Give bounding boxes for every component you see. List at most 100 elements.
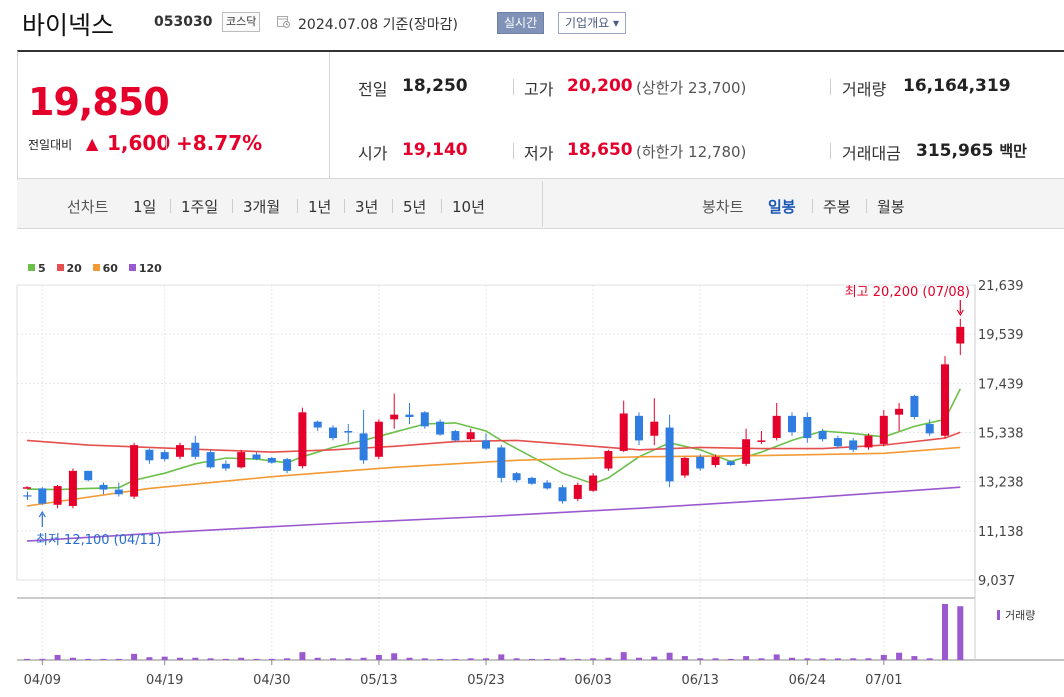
candle (956, 318, 965, 355)
current-price-panel: 19,850 전일대비 ▲ 1,600 +8.77% (18, 52, 330, 179)
divider (392, 199, 393, 213)
candle (497, 445, 506, 483)
candlesticks (23, 318, 965, 509)
price-change: 1,600 (107, 131, 171, 155)
candle (650, 398, 659, 446)
tab-candle-daily[interactable]: 일봉 (768, 198, 796, 216)
x-tick-label: 04/09 (24, 673, 61, 688)
volume-bar (284, 658, 291, 660)
company-overview-button[interactable]: 기업개요 ▾ (558, 12, 626, 34)
tab-period-3y[interactable]: 3년 (355, 198, 379, 216)
volume-bar (467, 658, 474, 660)
price-chart: 21,639 19,539 17,439 15,338 13,238 11,138 9,03… (16, 279, 1064, 688)
ma5-line (26, 388, 962, 491)
candle (788, 412, 796, 436)
ma60-line (26, 446, 961, 507)
tab-period-1d[interactable]: 1일 (133, 198, 157, 216)
volume-bar (926, 658, 933, 660)
candle (313, 420, 322, 432)
chart-tab-bar: 선차트 1일 1주일 3개월 1년 3년 5년 10년 봉차트 일봉 주봉 월봉 (17, 179, 1064, 229)
tab-period-3m[interactable]: 3개월 (243, 198, 281, 216)
x-tick-label: 05/23 (467, 673, 504, 688)
prev-close-value: 18,250 (402, 76, 468, 96)
candle (818, 428, 827, 442)
y-tick-label: 13,238 (978, 476, 1024, 491)
volume-bar (758, 658, 765, 660)
candle (772, 402, 781, 441)
moving-average-lines (26, 388, 962, 542)
divider (441, 199, 442, 213)
candle (466, 428, 475, 442)
divider (812, 199, 813, 213)
open-value: 19,140 (402, 140, 468, 160)
candle (283, 457, 292, 474)
divider (513, 79, 514, 95)
candle (482, 433, 490, 450)
candle (374, 419, 383, 460)
change-label: 전일대비 (28, 138, 73, 152)
ma-legend: 5 20 60 120 (28, 262, 169, 275)
tab-candle-weekly[interactable]: 주봉 (823, 198, 851, 216)
candle (390, 393, 399, 429)
crosshair-mark: + (22, 489, 33, 504)
volume-bar (605, 657, 612, 660)
y-tick-label: 15,338 (978, 427, 1024, 442)
volume-bar (131, 653, 138, 660)
volume-bar (54, 654, 61, 660)
market-badge: 코스닥 (222, 12, 261, 32)
price-change-percent: +8.77% (176, 131, 263, 155)
volume-bar (942, 604, 948, 660)
volume-bar (375, 654, 382, 660)
legend-ma120: 120 (128, 262, 162, 275)
chart-annotations: 최고 20,200 (07/08) 최저 12,100 (04/11) 거래량 … (22, 285, 1035, 622)
volume-bar (513, 658, 520, 660)
volume-bar (620, 652, 627, 660)
volume-bar (559, 657, 566, 660)
candle (527, 476, 536, 485)
divider (830, 143, 831, 159)
candle (23, 486, 31, 489)
volume-bar (804, 658, 811, 660)
x-tick-label: 06/13 (681, 673, 718, 688)
volume-bar (528, 658, 535, 660)
candle (680, 456, 689, 478)
y-tick-label: 9,037 (978, 574, 1015, 589)
realtime-button[interactable]: 실시간 (497, 12, 545, 34)
volume-bar (452, 658, 459, 660)
volume-bar (85, 658, 92, 660)
tab-candle-monthly[interactable]: 월봉 (877, 198, 905, 216)
volume-bar (360, 657, 367, 660)
calendar-clock-icon (277, 16, 290, 28)
volume-bar (483, 658, 489, 660)
candle (191, 435, 200, 460)
legend-ma5: 5 (28, 262, 46, 275)
volume-bar (39, 658, 46, 660)
candle (68, 468, 77, 509)
upper-limit: (상한가 23,700) (636, 79, 747, 97)
tab-period-1y[interactable]: 1년 (308, 198, 332, 216)
divider (170, 199, 171, 213)
legend-ma60: 60 (92, 262, 118, 275)
candle (895, 402, 904, 432)
tab-period-1w[interactable]: 1주일 (181, 198, 219, 216)
volume-bar (636, 657, 642, 660)
tab-period-5y[interactable]: 5년 (403, 198, 427, 216)
x-tick-label: 05/13 (360, 673, 397, 688)
volume-bar (957, 606, 964, 660)
volume-bar (727, 658, 734, 660)
candle (589, 473, 598, 492)
candle (543, 480, 552, 490)
volume-bar (590, 658, 597, 660)
candle (53, 484, 62, 509)
candle (237, 449, 246, 469)
candle (114, 482, 123, 497)
volume-legend-swatch (997, 610, 1000, 620)
volume-bar (666, 652, 673, 660)
candle (344, 424, 353, 443)
tab-period-10y[interactable]: 10년 (452, 198, 485, 216)
candle (420, 411, 429, 429)
volume-bar (330, 658, 336, 660)
quote-panel: 19,850 전일대비 ▲ 1,600 +8.77% 전일 18,250 고가 … (17, 50, 1064, 179)
candle (298, 407, 307, 469)
max-price-annotation: 최고 20,200 (07/08) (845, 285, 970, 300)
